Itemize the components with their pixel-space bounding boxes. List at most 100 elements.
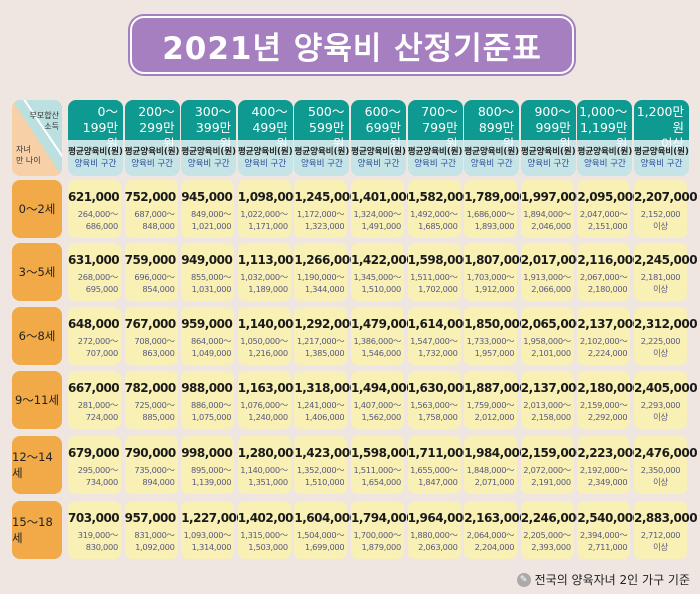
range-min: 1,032,000～ xyxy=(240,272,288,282)
range-min: 1,511,000～ xyxy=(353,465,401,475)
table-cell: 2,540,000 2,394,000～ 2,711,000 xyxy=(577,501,641,559)
cost-range: 264,000～ 686,000 xyxy=(68,208,119,232)
range-max: 이상 xyxy=(653,348,668,358)
average-cost: 631,000 xyxy=(68,253,120,267)
subheader: 평균양육비(원) 양육비 구간 xyxy=(181,140,237,176)
cost-range: 295,000～ 734,000 xyxy=(68,464,119,488)
income-range-line1: 500～ xyxy=(308,104,345,119)
average-cost: 1,630,000 xyxy=(407,381,472,395)
income-range-line2: 이상 xyxy=(660,136,684,151)
range-max: 2,046,000 xyxy=(531,221,571,231)
table-cell: 2,223,000 2,192,000～ 2,349,000 xyxy=(577,436,641,494)
cost-range: 735,000～ 894,000 xyxy=(125,464,175,488)
table-cell: 1,807,000 1,703,000～ 1,912,000 xyxy=(464,243,528,301)
average-cost: 1,245,000 xyxy=(294,190,358,204)
range-max: 695,000 xyxy=(85,284,119,294)
avg-label: 평균양육비(원) xyxy=(520,147,576,157)
range-min: 1,563,000～ xyxy=(410,400,458,410)
avg-label: 평균양육비(원) xyxy=(294,147,350,157)
cost-range: 2,102,000～ 2,224,000 xyxy=(577,335,628,359)
average-cost: 949,000 xyxy=(181,253,233,267)
table-cell: 1,318,000 1,241,000～ 1,406,000 xyxy=(294,371,358,429)
income-range: 200～ 299만 원 xyxy=(124,100,180,151)
range-min: 1,733,000～ xyxy=(466,336,515,346)
average-cost: 2,476,000 xyxy=(634,446,698,460)
age-axis-label: 자녀 만 나이 xyxy=(16,144,41,166)
table-cell: 2,163,000 2,064,000～ 2,204,000 xyxy=(464,501,528,559)
table-cell: 679,000 295,000～ 734,000 xyxy=(68,436,121,494)
income-range: 300～ 399만 원 xyxy=(181,100,237,151)
table-cell: 988,000 886,000～ 1,075,000 xyxy=(181,371,235,429)
subheader: 평균양육비(원) 양육비 구간 xyxy=(237,140,293,176)
range-label: 양육비 구간 xyxy=(357,159,400,169)
subheader: 평균양육비(원) 양육비 구간 xyxy=(124,140,180,176)
table-cell: 2,017,000 1,913,000～ 2,066,000 xyxy=(520,243,584,301)
average-cost: 2,883,000 xyxy=(634,511,698,525)
table-cell: 1,422,000 1,345,000～ 1,510,000 xyxy=(351,243,415,301)
income-range-line2: 499만 원 xyxy=(252,120,288,151)
range-max: 1,893,000 xyxy=(474,221,515,231)
avg-label: 평균양육비(원) xyxy=(407,147,463,157)
range-max: 707,000 xyxy=(85,348,119,358)
income-column-header: 1,000～ 1,199만 원 평균양육비(원) 양육비 구간 xyxy=(577,100,633,176)
avg-label: 평균양육비(원) xyxy=(181,147,237,157)
table-cell: 1,887,000 1,759,000～ 2,012,000 xyxy=(464,371,528,429)
range-max: 1,075,000 xyxy=(191,412,232,422)
range-min: 725,000～ xyxy=(134,400,175,410)
cost-range: 1,511,000～ 1,702,000 xyxy=(408,271,458,295)
average-cost: 1,598,000 xyxy=(351,446,415,460)
cost-range: 1,958,000～ 2,101,000 xyxy=(521,335,571,359)
average-cost: 1,163,000 xyxy=(237,381,302,395)
table-cell: 2,180,000 2,159,000～ 2,292,000 xyxy=(577,371,641,429)
range-label: 양육비 구간 xyxy=(470,159,513,169)
range-max: 2,711,000 xyxy=(587,542,628,552)
average-cost: 1,318,000 xyxy=(294,381,358,395)
table-cell: 1,266,000 1,190,000～ 1,344,000 xyxy=(294,243,358,301)
table-cell: 667,000 281,000～ 724,000 xyxy=(68,371,121,429)
cost-range: 687,000～ 848,000 xyxy=(125,208,175,232)
range-max: 863,000 xyxy=(142,348,175,358)
average-cost: 2,137,000 xyxy=(577,317,641,331)
range-max: 686,000 xyxy=(85,221,119,231)
cost-range: 319,000～ 830,000 xyxy=(68,529,119,553)
income-range-line1: 1,000～ xyxy=(579,104,628,119)
average-cost: 988,000 xyxy=(181,381,233,395)
cost-range: 1,241,000～ 1,406,000 xyxy=(294,399,345,423)
average-cost: 767,000 xyxy=(124,317,177,331)
range-min: 1,511,000～ xyxy=(410,272,458,282)
range-min: 1,324,000～ xyxy=(353,209,401,219)
income-column-header: 600～ 699만 원 평균양육비(원) 양육비 구간 xyxy=(351,100,406,176)
range-min: 295,000～ xyxy=(77,465,119,475)
table-cell: 2,405,000 2,293,000 이상 xyxy=(634,371,698,429)
range-min: 696,000～ xyxy=(134,272,175,282)
cost-range: 2,064,000～ 2,204,000 xyxy=(464,529,515,553)
range-max: 1,879,000 xyxy=(361,542,401,552)
range-max: 1,503,000 xyxy=(248,542,288,552)
cost-range: 1,504,000～ 1,699,000 xyxy=(294,529,345,553)
income-range-line1: 700～ xyxy=(421,104,458,119)
range-min: 1,686,000～ xyxy=(466,209,515,219)
average-cost: 1,887,000 xyxy=(464,381,528,395)
footnote: ✎ 전국의 양육자녀 2인 가구 기준 xyxy=(516,571,690,588)
income-range-line2: 699만 원 xyxy=(365,120,401,151)
range-max: 2,292,000 xyxy=(587,412,628,422)
cost-range: 2,047,000～ 2,151,000 xyxy=(577,208,628,232)
range-min: 2,225,000 xyxy=(640,336,681,346)
range-label: 양육비 구간 xyxy=(131,159,173,169)
table-cell: 752,000 687,000～ 848,000 xyxy=(124,180,178,238)
range-label: 양육비 구간 xyxy=(74,159,117,169)
range-max: 2,012,000 xyxy=(474,412,515,422)
range-max: 894,000 xyxy=(142,477,175,487)
subheader: 평균양육비(원) 양육비 구간 xyxy=(351,140,406,176)
average-cost: 752,000 xyxy=(124,190,177,204)
average-cost: 2,207,000 xyxy=(634,190,698,204)
income-range-line2: 999만 원 xyxy=(535,120,571,151)
table-cell: 1,614,000 1,547,000～ 1,732,000 xyxy=(407,307,471,365)
range-min: 855,000～ xyxy=(190,272,232,282)
range-min: 1,022,000～ xyxy=(240,209,288,219)
cost-range: 1,848,000～ 2,071,000 xyxy=(464,464,515,488)
range-min: 1,217,000～ xyxy=(296,336,345,346)
range-max: 1,031,000 xyxy=(191,284,232,294)
range-min: 2,067,000～ xyxy=(579,272,628,282)
income-range-line1: 200～ xyxy=(138,104,175,119)
